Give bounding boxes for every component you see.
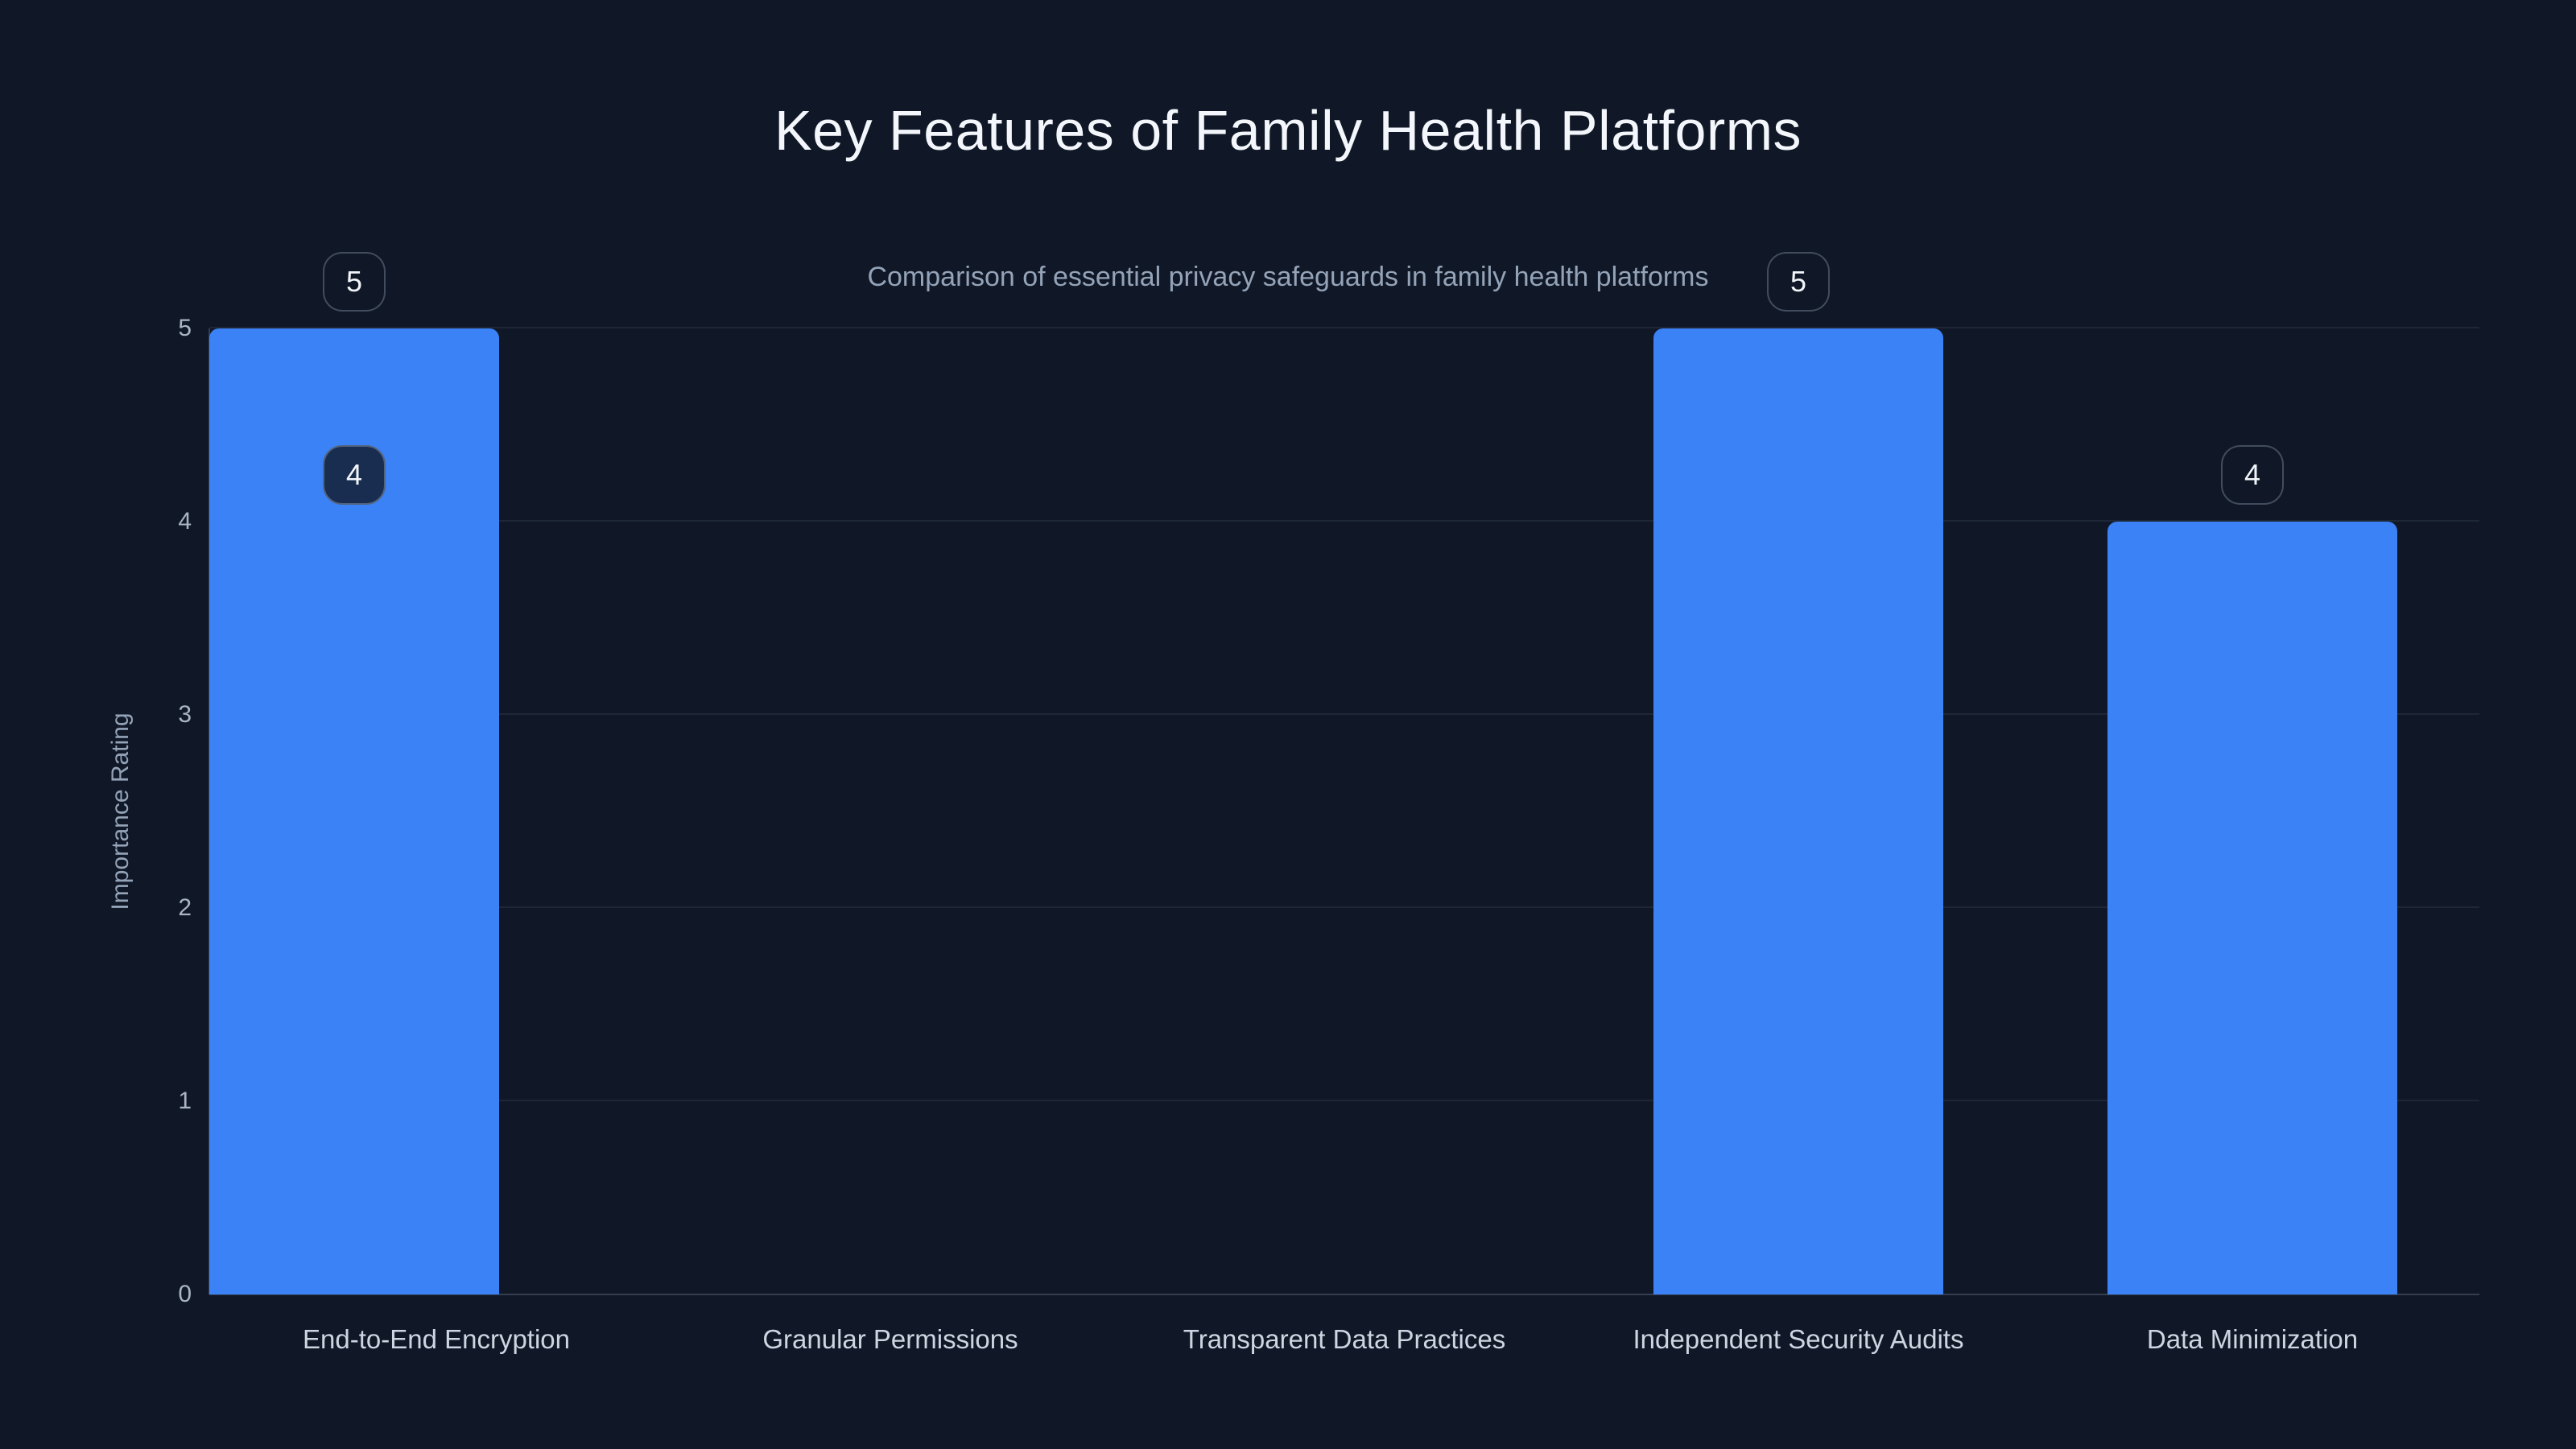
y-tick-label-0: 0: [178, 1281, 192, 1307]
y-tick-label-1: 1: [178, 1088, 192, 1114]
plot-area: 5 4 5 4 4: [208, 252, 2479, 1295]
bar-data-minimization: [209, 522, 499, 1294]
y-tick-label-3: 3: [178, 701, 192, 728]
x-axis-label-granular-permissions: Granular Permissions: [762, 1324, 1018, 1354]
x-axis-line: [209, 1294, 2479, 1295]
chart-subtitle: Comparison of essential privacy safeguar…: [867, 262, 1709, 292]
y-tick-label-4: 4: [178, 508, 192, 535]
gridline-y-4: [209, 520, 2479, 522]
value-badge-label: 4: [345, 458, 363, 491]
value-badge-label: 5: [1790, 265, 1807, 298]
x-axis-label-data-minimization: Data Minimization: [2146, 1324, 2359, 1354]
x-axis-labels: End-to-End Encryption Granular Permissio…: [209, 1324, 2479, 1364]
gridline-y-5: [209, 327, 2479, 328]
x-axis-label-transparent-data-practices: Transparent Data Practices: [1183, 1324, 1506, 1354]
value-badge: 5: [1767, 252, 1830, 312]
x-axis-label-end-to-end-encryption: End-to-End Encryption: [302, 1324, 570, 1354]
y-tick-label-2: 2: [178, 894, 192, 921]
value-badge-label: 4: [2244, 458, 2261, 491]
gridline-y-3: [209, 713, 2479, 715]
y-axis-tick-labels: 0 1 2 3 4 5: [97, 315, 192, 1307]
y-tick-label-5: 5: [178, 315, 192, 341]
gridline-y-1: [209, 1100, 2479, 1101]
value-badge: 5: [323, 252, 386, 312]
bar-granular-permissions: [2107, 522, 2397, 1294]
value-badge-label: 5: [345, 265, 363, 298]
chart-title: Key Features of Family Health Platforms: [774, 99, 1802, 162]
bar-end-to-end-encryption: [1653, 328, 1943, 1294]
x-axis-label-independent-security-audits: Independent Security Audits: [1633, 1324, 1964, 1354]
value-badge: 4: [323, 445, 386, 505]
bar-group-granular-permissions: 4: [2107, 445, 2397, 1294]
bar-group-end-to-end-encryption: 5: [1653, 252, 1943, 1294]
bar-group-data-minimization: 4: [209, 445, 499, 1294]
value-badge: 4: [2221, 445, 2284, 505]
gridline-y-2: [209, 906, 2479, 908]
